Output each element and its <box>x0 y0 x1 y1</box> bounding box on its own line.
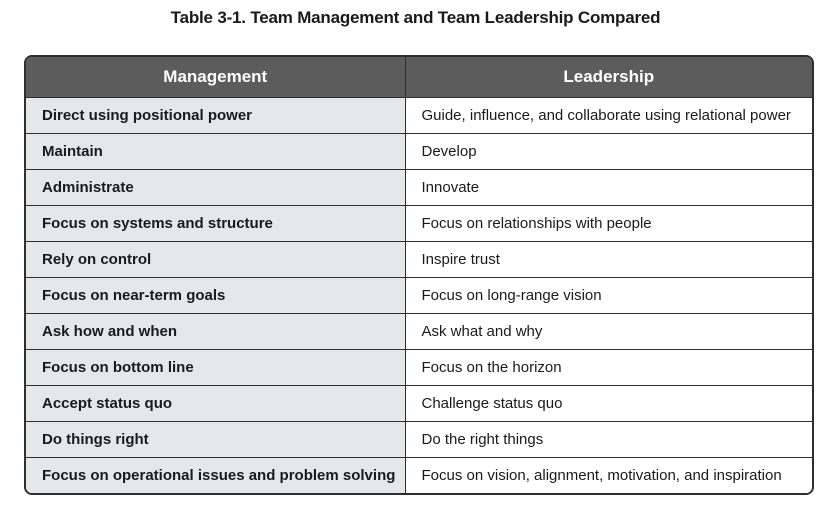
leadership-cell: Focus on long-range vision <box>404 277 812 314</box>
comparison-table: Management Leadership Direct using posit… <box>24 55 814 495</box>
management-cell: Focus on systems and structure <box>26 205 405 242</box>
management-cell: Rely on control <box>26 241 405 278</box>
table-row: Administrate Innovate <box>26 169 812 206</box>
table-row: Accept status quo Challenge status quo <box>26 385 812 422</box>
table-row: Direct using positional power Guide, inf… <box>26 97 812 134</box>
management-cell: Maintain <box>26 133 405 170</box>
table-row: Focus on systems and structure Focus on … <box>26 205 812 242</box>
leadership-cell: Innovate <box>404 169 812 206</box>
table-row: Maintain Develop <box>26 133 812 170</box>
management-cell: Focus on bottom line <box>26 349 405 386</box>
page-title: Table 3-1. Team Management and Team Lead… <box>170 8 661 27</box>
leadership-cell: Focus on vision, alignment, motivation, … <box>404 457 812 493</box>
table-row: Do things right Do the right things <box>26 421 812 458</box>
management-cell: Focus on operational issues and problem … <box>26 457 405 493</box>
leadership-cell: Ask what and why <box>404 313 812 350</box>
management-cell: Accept status quo <box>26 385 405 422</box>
table-row: Focus on bottom line Focus on the horizo… <box>26 349 812 386</box>
column-header-leadership: Leadership <box>404 57 812 98</box>
table-row: Rely on control Inspire trust <box>26 241 812 278</box>
management-cell: Do things right <box>26 421 405 458</box>
leadership-cell: Challenge status quo <box>404 385 812 422</box>
management-cell: Administrate <box>26 169 405 206</box>
leadership-cell: Focus on the horizon <box>404 349 812 386</box>
leadership-cell: Focus on relationships with people <box>404 205 812 242</box>
leadership-cell: Develop <box>404 133 812 170</box>
management-cell: Ask how and when <box>26 313 405 350</box>
leadership-cell: Do the right things <box>404 421 812 458</box>
management-cell: Direct using positional power <box>26 97 405 134</box>
leadership-cell: Inspire trust <box>404 241 812 278</box>
table-row: Ask how and when Ask what and why <box>26 313 812 350</box>
table-header-row: Management Leadership <box>26 57 812 98</box>
table-row: Focus on near-term goals Focus on long-r… <box>26 277 812 314</box>
management-cell: Focus on near-term goals <box>26 277 405 314</box>
column-header-management: Management <box>26 57 405 98</box>
table-row: Focus on operational issues and problem … <box>26 457 812 493</box>
leadership-cell: Guide, influence, and collaborate using … <box>404 97 812 134</box>
